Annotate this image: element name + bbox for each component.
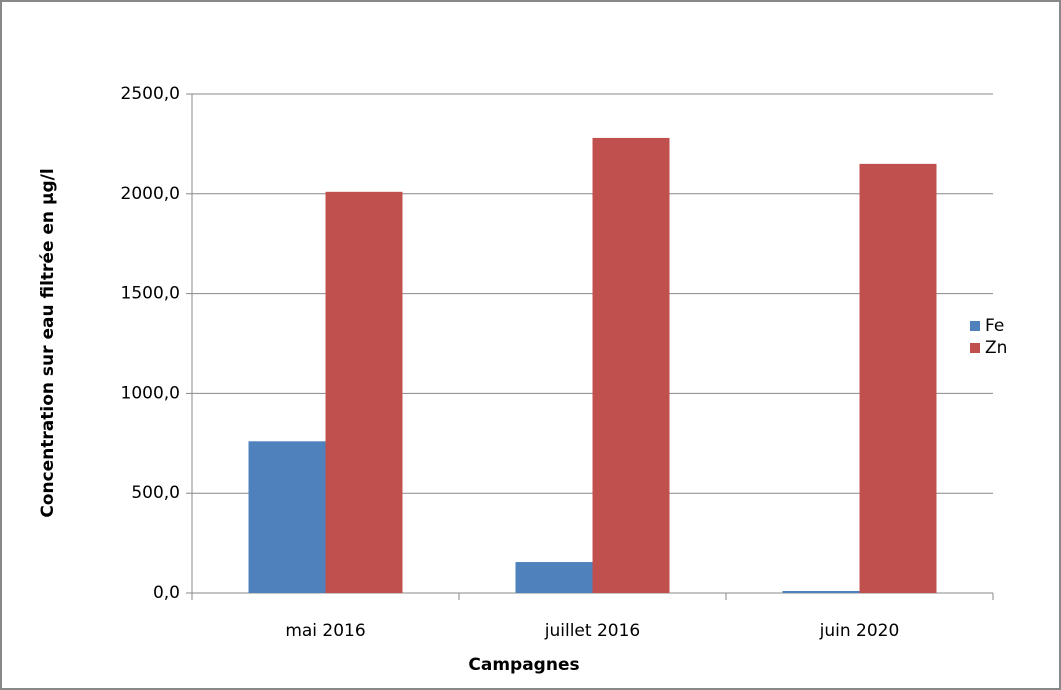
y-tick-label: 1500,0: [121, 284, 180, 304]
y-tick-label: 0,0: [153, 583, 180, 603]
legend-swatch: [970, 343, 980, 353]
y-tick-label: 2500,0: [121, 84, 180, 104]
bar: [248, 441, 326, 593]
bar: [515, 562, 593, 593]
x-tick-label: juin 2020: [819, 621, 900, 641]
bar: [782, 591, 860, 593]
legend-label: Zn: [985, 338, 1007, 358]
x-tick-label: juillet 2016: [544, 621, 640, 641]
bar: [859, 163, 937, 594]
x-axis-label: Campagnes: [468, 655, 579, 675]
legend-swatch: [970, 321, 980, 331]
y-axis-label: Concentration sur eau filtrée en µg/l: [38, 168, 58, 517]
bar: [325, 191, 403, 593]
y-tick-label: 500,0: [131, 483, 180, 503]
legend-label: Fe: [985, 316, 1004, 336]
y-tick-label: 1000,0: [121, 383, 180, 403]
x-tick-label: mai 2016: [285, 621, 365, 641]
bar: [592, 137, 670, 594]
y-tick-label: 2000,0: [121, 184, 180, 204]
